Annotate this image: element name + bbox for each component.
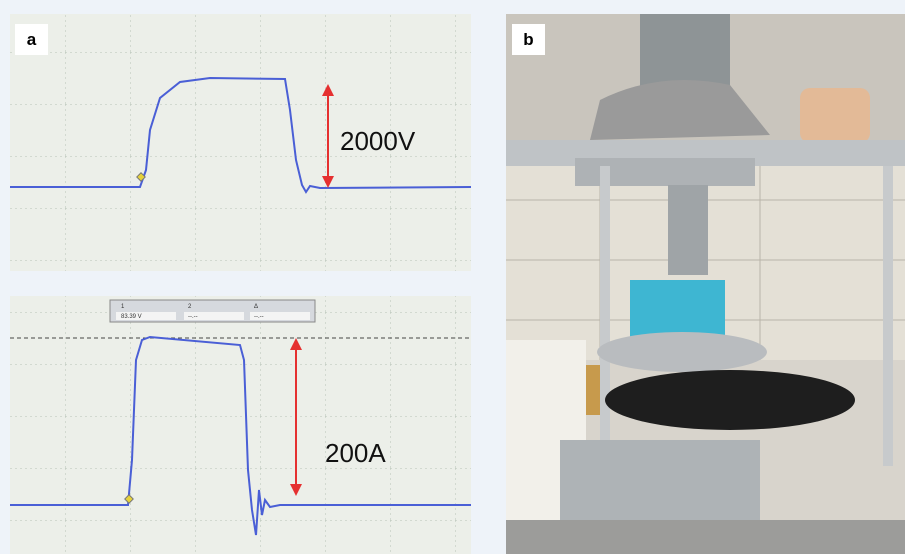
voltage-amplitude-label: 2000V (340, 126, 416, 156)
channel-label: 2 (188, 304, 192, 310)
channel-value: --.-- (254, 314, 264, 320)
voltage-trace (10, 76, 472, 194)
channel-value: --.-- (188, 314, 198, 320)
voltage-scope-photo: 2000V (10, 14, 472, 271)
channel-value: 83.39 V (121, 314, 142, 320)
channel-label: Δ (254, 304, 258, 310)
current-trace (10, 335, 471, 536)
panel-label: a (27, 30, 37, 49)
current-scope-photo: 200A 1 2 Δ 83.39 V --.-- --.-- (10, 296, 471, 554)
panel-label: b (523, 30, 533, 49)
cursor-readout: 1 2 Δ 83.39 V --.-- --.-- (109, 299, 316, 323)
apparatus-photo (506, 14, 905, 554)
panel-label-box (15, 24, 48, 55)
current-amplitude-label: 200A (325, 438, 386, 468)
channel-label: 1 (121, 304, 125, 310)
panel-label-box (512, 24, 545, 55)
